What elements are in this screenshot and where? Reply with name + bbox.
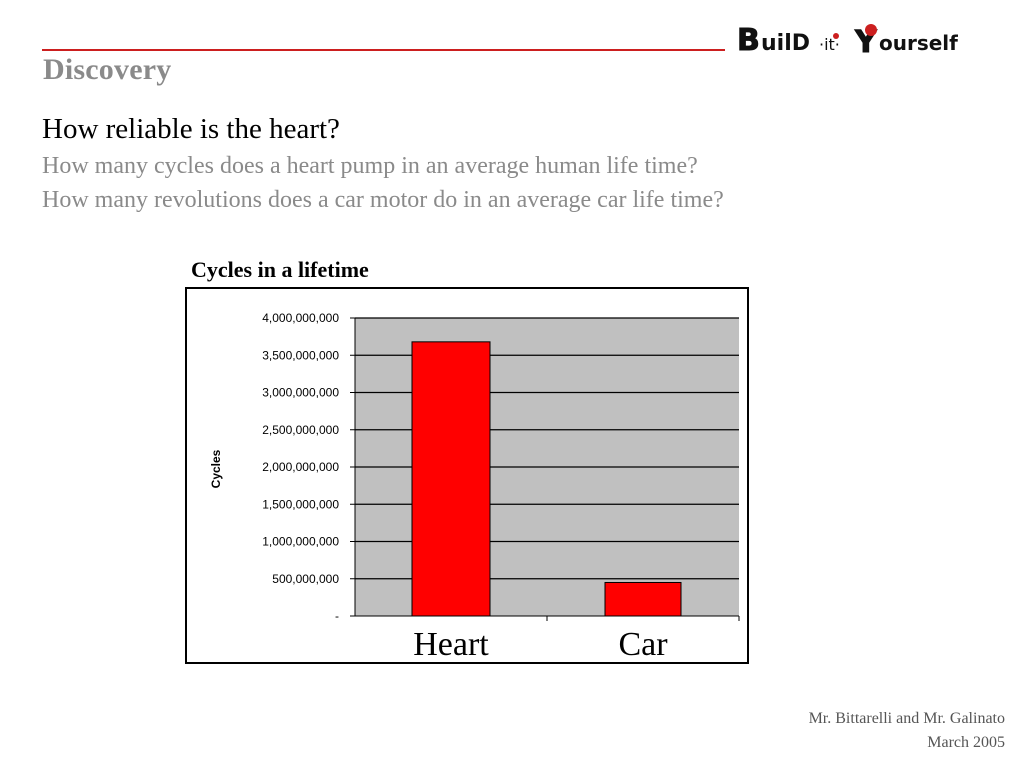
y-tick-label: 3,000,000,000: [262, 386, 339, 400]
bar-car: [604, 581, 682, 617]
chart-frame: - 500,000,000 1,000,000,000 1,500,000,000 2,…: [185, 287, 749, 664]
y-tick-label: 3,500,000,000: [262, 348, 339, 362]
svg-text:·it·: ·it·: [819, 35, 840, 54]
y-tick-label: -: [335, 609, 339, 623]
sub-question-heart: How many cycles does a heart pump in an …: [42, 153, 698, 179]
bar-chart: - 500,000,000 1,000,000,000 1,500,000,000 2,…: [209, 311, 740, 662]
y-tick-label: 1,500,000,000: [262, 497, 339, 511]
svg-text:B: B: [737, 23, 760, 58]
svg-text:ourself: ourself: [879, 31, 958, 55]
main-question: How reliable is the heart?: [42, 113, 340, 145]
x-category-label-car: Car: [618, 626, 668, 662]
author-credit: Mr. Bittarelli and Mr. Galinato: [808, 710, 1005, 727]
bar-heart: [411, 341, 491, 617]
y-tick-label: 4,000,000,000: [262, 311, 339, 325]
y-tick-label: 2,500,000,000: [262, 423, 339, 437]
x-category-label-heart: Heart: [413, 626, 489, 662]
y-axis-label: Cycles: [209, 449, 223, 488]
y-tick-label: 500,000,000: [272, 572, 339, 586]
y-tick-label: 1,000,000,000: [262, 535, 339, 549]
header-rule: [42, 49, 725, 51]
svg-text:uilD: uilD: [761, 31, 810, 56]
build-it-yourself-logo: B uilD ·it· Y ourself: [733, 14, 989, 62]
y-tick-label: 2,000,000,000: [262, 460, 339, 474]
chart-title: Cycles in a lifetime: [191, 257, 369, 282]
sub-question-car: How many revolutions does a car motor do…: [42, 187, 724, 213]
section-title: Discovery: [43, 53, 172, 86]
date-credit: March 2005: [927, 734, 1005, 751]
